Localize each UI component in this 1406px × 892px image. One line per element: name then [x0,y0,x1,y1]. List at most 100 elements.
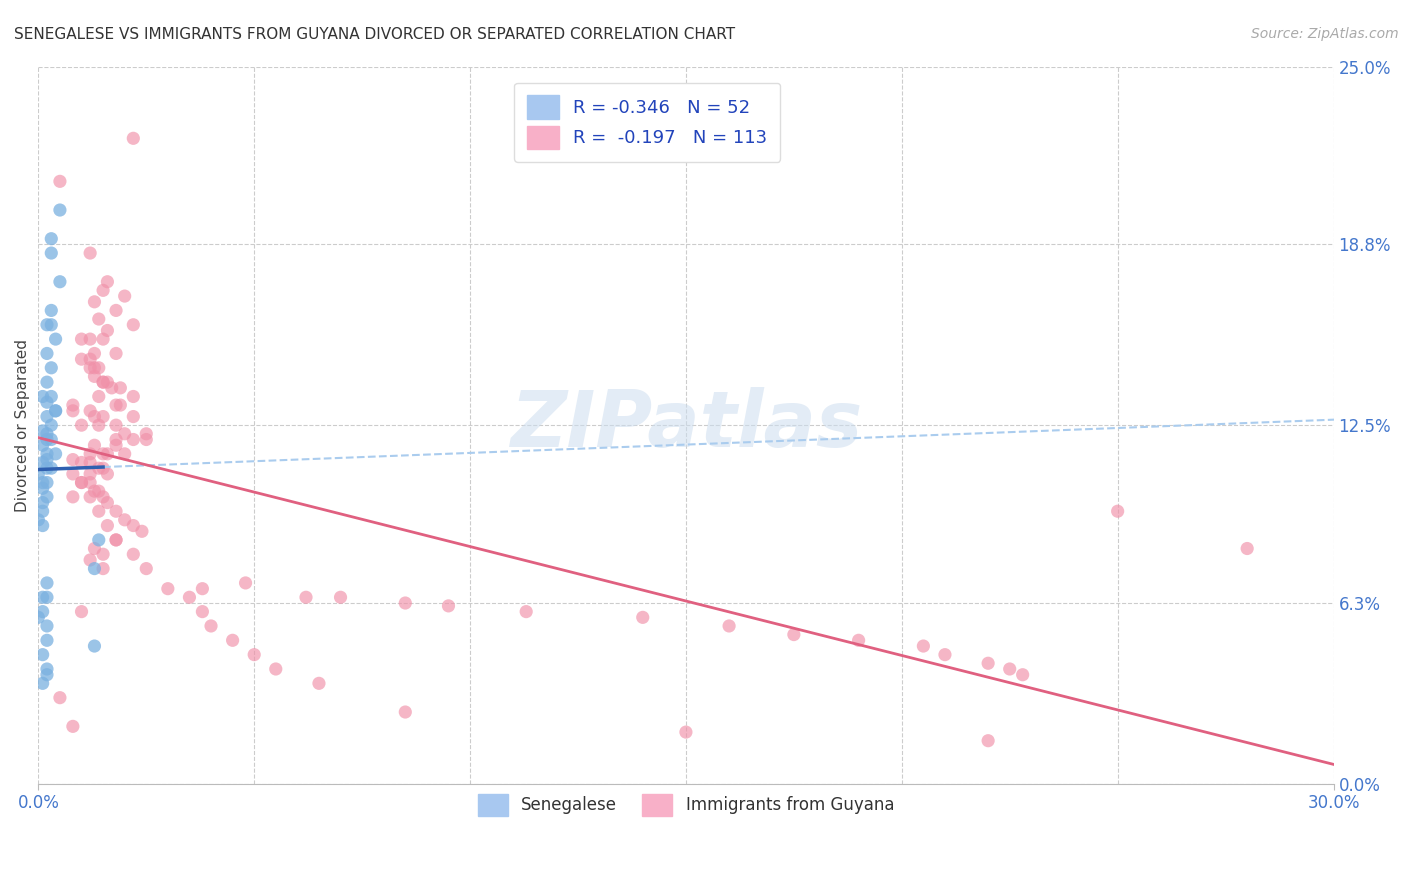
Point [96,375,118,389]
Text: SENEGALESE VS IMMIGRANTS FROM GUYANA DIVORCED OR SEPARATED CORRELATION CHART: SENEGALESE VS IMMIGRANTS FROM GUYANA DIV… [14,27,735,42]
Point [31,475,53,490]
Point [1236,541,1258,556]
Point [62,398,84,412]
Point [114,426,136,441]
Point [35,475,58,490]
Point [243,648,266,662]
Point [105,418,128,433]
Point [39,232,62,246]
Point [718,619,741,633]
Point [91,461,114,475]
Point [62,452,84,467]
Point [264,662,287,676]
Point [35,346,58,360]
Point [1107,504,1129,518]
Point [200,619,222,633]
Point [31,676,53,690]
Point [45,332,67,346]
Point [87,461,110,475]
Legend: Senegalese, Immigrants from Guyana: Senegalese, Immigrants from Guyana [468,784,904,826]
Point [83,484,105,499]
Point [977,733,1000,747]
Point [31,495,53,509]
Point [91,375,114,389]
Point [79,475,101,490]
Point [131,524,153,539]
Point [62,490,84,504]
Point [45,447,67,461]
Point [91,547,114,561]
Point [35,375,58,389]
Point [105,533,128,547]
Point [83,438,105,452]
Point [70,418,93,433]
Point [394,705,416,719]
Point [87,418,110,433]
Point [96,495,118,509]
Point [35,395,58,409]
Point [27,610,49,624]
Point [783,627,806,641]
Point [191,605,214,619]
Point [83,561,105,575]
Point [105,533,128,547]
Point [96,324,118,338]
Y-axis label: Divorced or Separated: Divorced or Separated [15,339,30,512]
Point [977,657,1000,671]
Point [45,404,67,418]
Point [105,303,128,318]
Point [31,591,53,605]
Point [31,648,53,662]
Point [96,467,118,481]
Point [62,404,84,418]
Point [191,582,214,596]
Point [110,381,132,395]
Point [156,582,179,596]
Point [35,633,58,648]
Point [100,381,122,395]
Point [39,418,62,433]
Point [122,131,145,145]
Point [437,599,460,613]
Point [49,275,72,289]
Point [105,438,128,452]
Point [114,289,136,303]
Point [62,719,84,733]
Point [79,360,101,375]
Point [105,346,128,360]
Point [515,605,537,619]
Point [70,475,93,490]
Point [122,433,145,447]
Point [631,610,654,624]
Point [87,389,110,403]
Point [79,246,101,260]
Point [79,467,101,481]
Point [83,541,105,556]
Point [934,648,956,662]
Point [135,426,157,441]
Point [122,318,145,332]
Point [96,275,118,289]
Point [235,576,257,591]
Point [31,438,53,452]
Point [31,424,53,438]
Point [105,504,128,518]
Point [91,409,114,424]
Point [27,467,49,481]
Point [91,283,114,297]
Point [122,409,145,424]
Point [39,246,62,260]
Point [83,360,105,375]
Point [221,633,243,648]
Point [87,504,110,518]
Point [91,375,114,389]
Point [39,318,62,332]
Point [122,389,145,403]
Point [83,294,105,309]
Point [39,360,62,375]
Point [114,513,136,527]
Point [39,389,62,403]
Point [79,490,101,504]
Point [1011,667,1033,681]
Point [79,447,101,461]
